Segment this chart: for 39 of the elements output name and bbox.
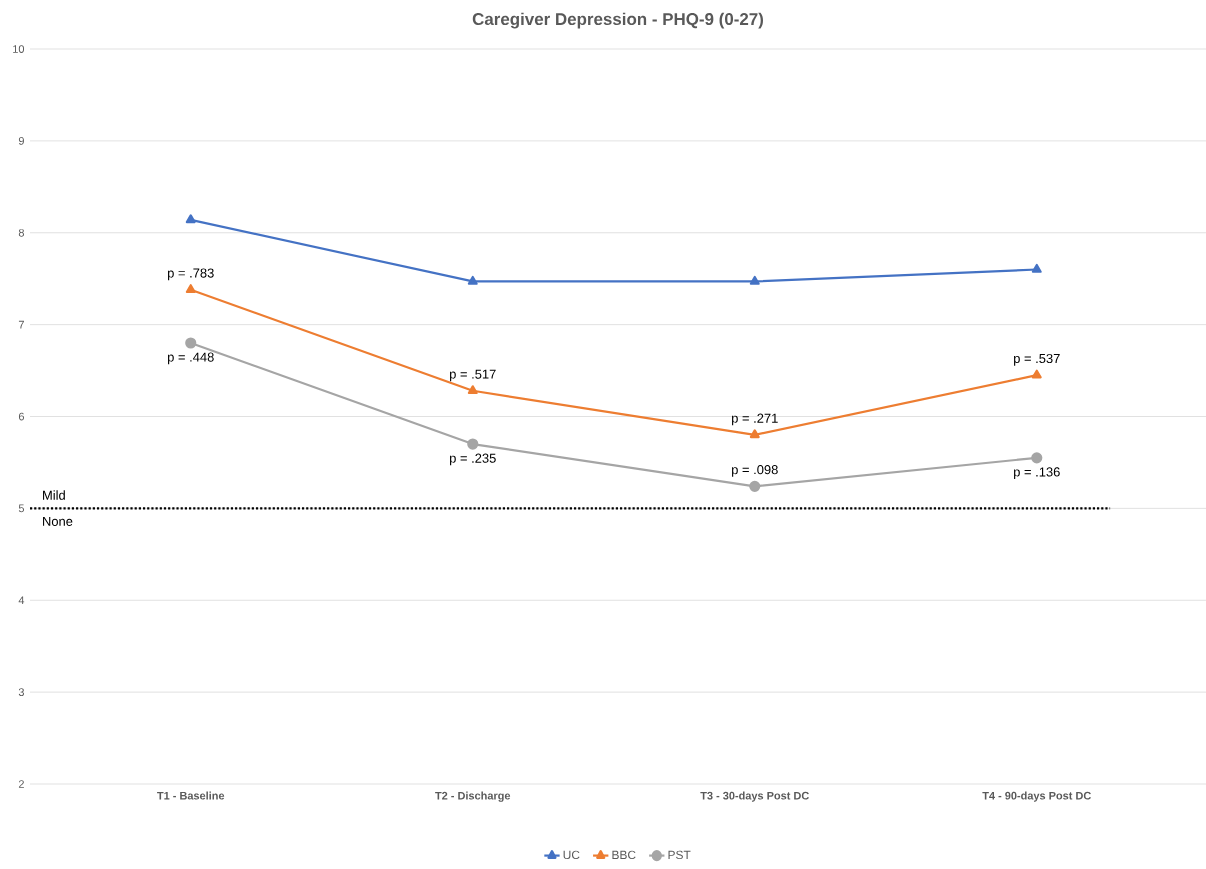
x-tick-label: T3 - 30-days Post DC [700,791,809,802]
point [1031,369,1042,379]
point [467,275,478,285]
legend-label: PST [668,850,691,860]
annotation: p = .271 [732,413,778,426]
point [185,214,196,224]
annotation: p = .098 [732,465,778,477]
y-tick-label: 7 [18,320,24,329]
y-tick-label: 6 [18,412,24,421]
x-tick-label: T4 - 90-days Post DC [982,791,1091,802]
y-tick-label: 10 [13,45,25,53]
annotation: p = .136 [1014,467,1060,480]
legend-label: BBC [612,850,636,860]
legend-label: UC [563,850,580,860]
y-tick-label: 3 [18,688,24,697]
annotation: p = .448 [167,352,214,365]
x-tick-label: T1 - Baseline [157,791,225,800]
point [749,275,760,285]
annotation: Mild [43,490,65,500]
point [1031,452,1043,464]
annotation: None [43,516,73,526]
point [749,429,760,439]
annotation: p = .783 [167,268,214,281]
x-tick-label: T2 - Discharge [435,791,511,802]
annotation: p = .235 [450,453,496,466]
point [467,385,478,395]
y-tick-label: 5 [18,504,25,513]
y-tick-label: 8 [18,228,24,237]
point [185,284,196,294]
y-tick-label: 2 [18,780,24,788]
annotation: p = .537 [1014,353,1060,366]
point [185,337,197,349]
point [749,480,761,492]
y-tick-label: 4 [18,596,25,605]
y-tick-label: 9 [18,137,24,145]
point [467,438,479,450]
annotation: p = .517 [450,369,496,382]
point [1031,263,1042,273]
chart-title: Caregiver Depression - PHQ-9 (0-27) [472,12,764,29]
